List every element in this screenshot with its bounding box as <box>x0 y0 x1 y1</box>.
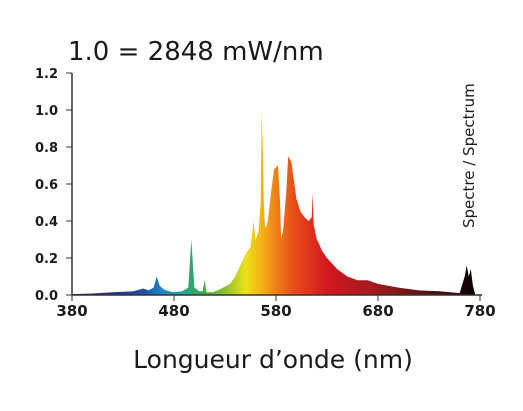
x-tick-label: 780 <box>464 302 495 320</box>
y-tick-label: 0.0 <box>35 289 58 304</box>
x-axis-ticks: 380 480 580 680 780 <box>56 295 496 320</box>
x-tick-label: 580 <box>260 302 291 320</box>
spectrum-area <box>72 110 475 295</box>
y-tick-label: 0.4 <box>35 215 58 230</box>
y-axis-ticks: 0.0 0.2 0.4 0.6 0.8 1.0 1.2 <box>35 67 72 304</box>
y-tick-label: 1.0 <box>35 104 58 119</box>
x-tick-label: 380 <box>56 302 87 320</box>
y-tick-label: 0.6 <box>35 178 58 193</box>
y-tick-label: 0.2 <box>35 252 58 267</box>
y-tick-label: 1.2 <box>35 67 58 82</box>
chart-title: 1.0 = 2848 mW/nm <box>68 37 324 67</box>
x-tick-label: 680 <box>362 302 393 320</box>
series-label: Spectre / Spectrum <box>460 83 478 228</box>
x-axis-label: Longueur d’onde (nm) <box>133 345 413 374</box>
x-tick-label: 480 <box>158 302 189 320</box>
y-tick-label: 0.8 <box>35 141 58 156</box>
